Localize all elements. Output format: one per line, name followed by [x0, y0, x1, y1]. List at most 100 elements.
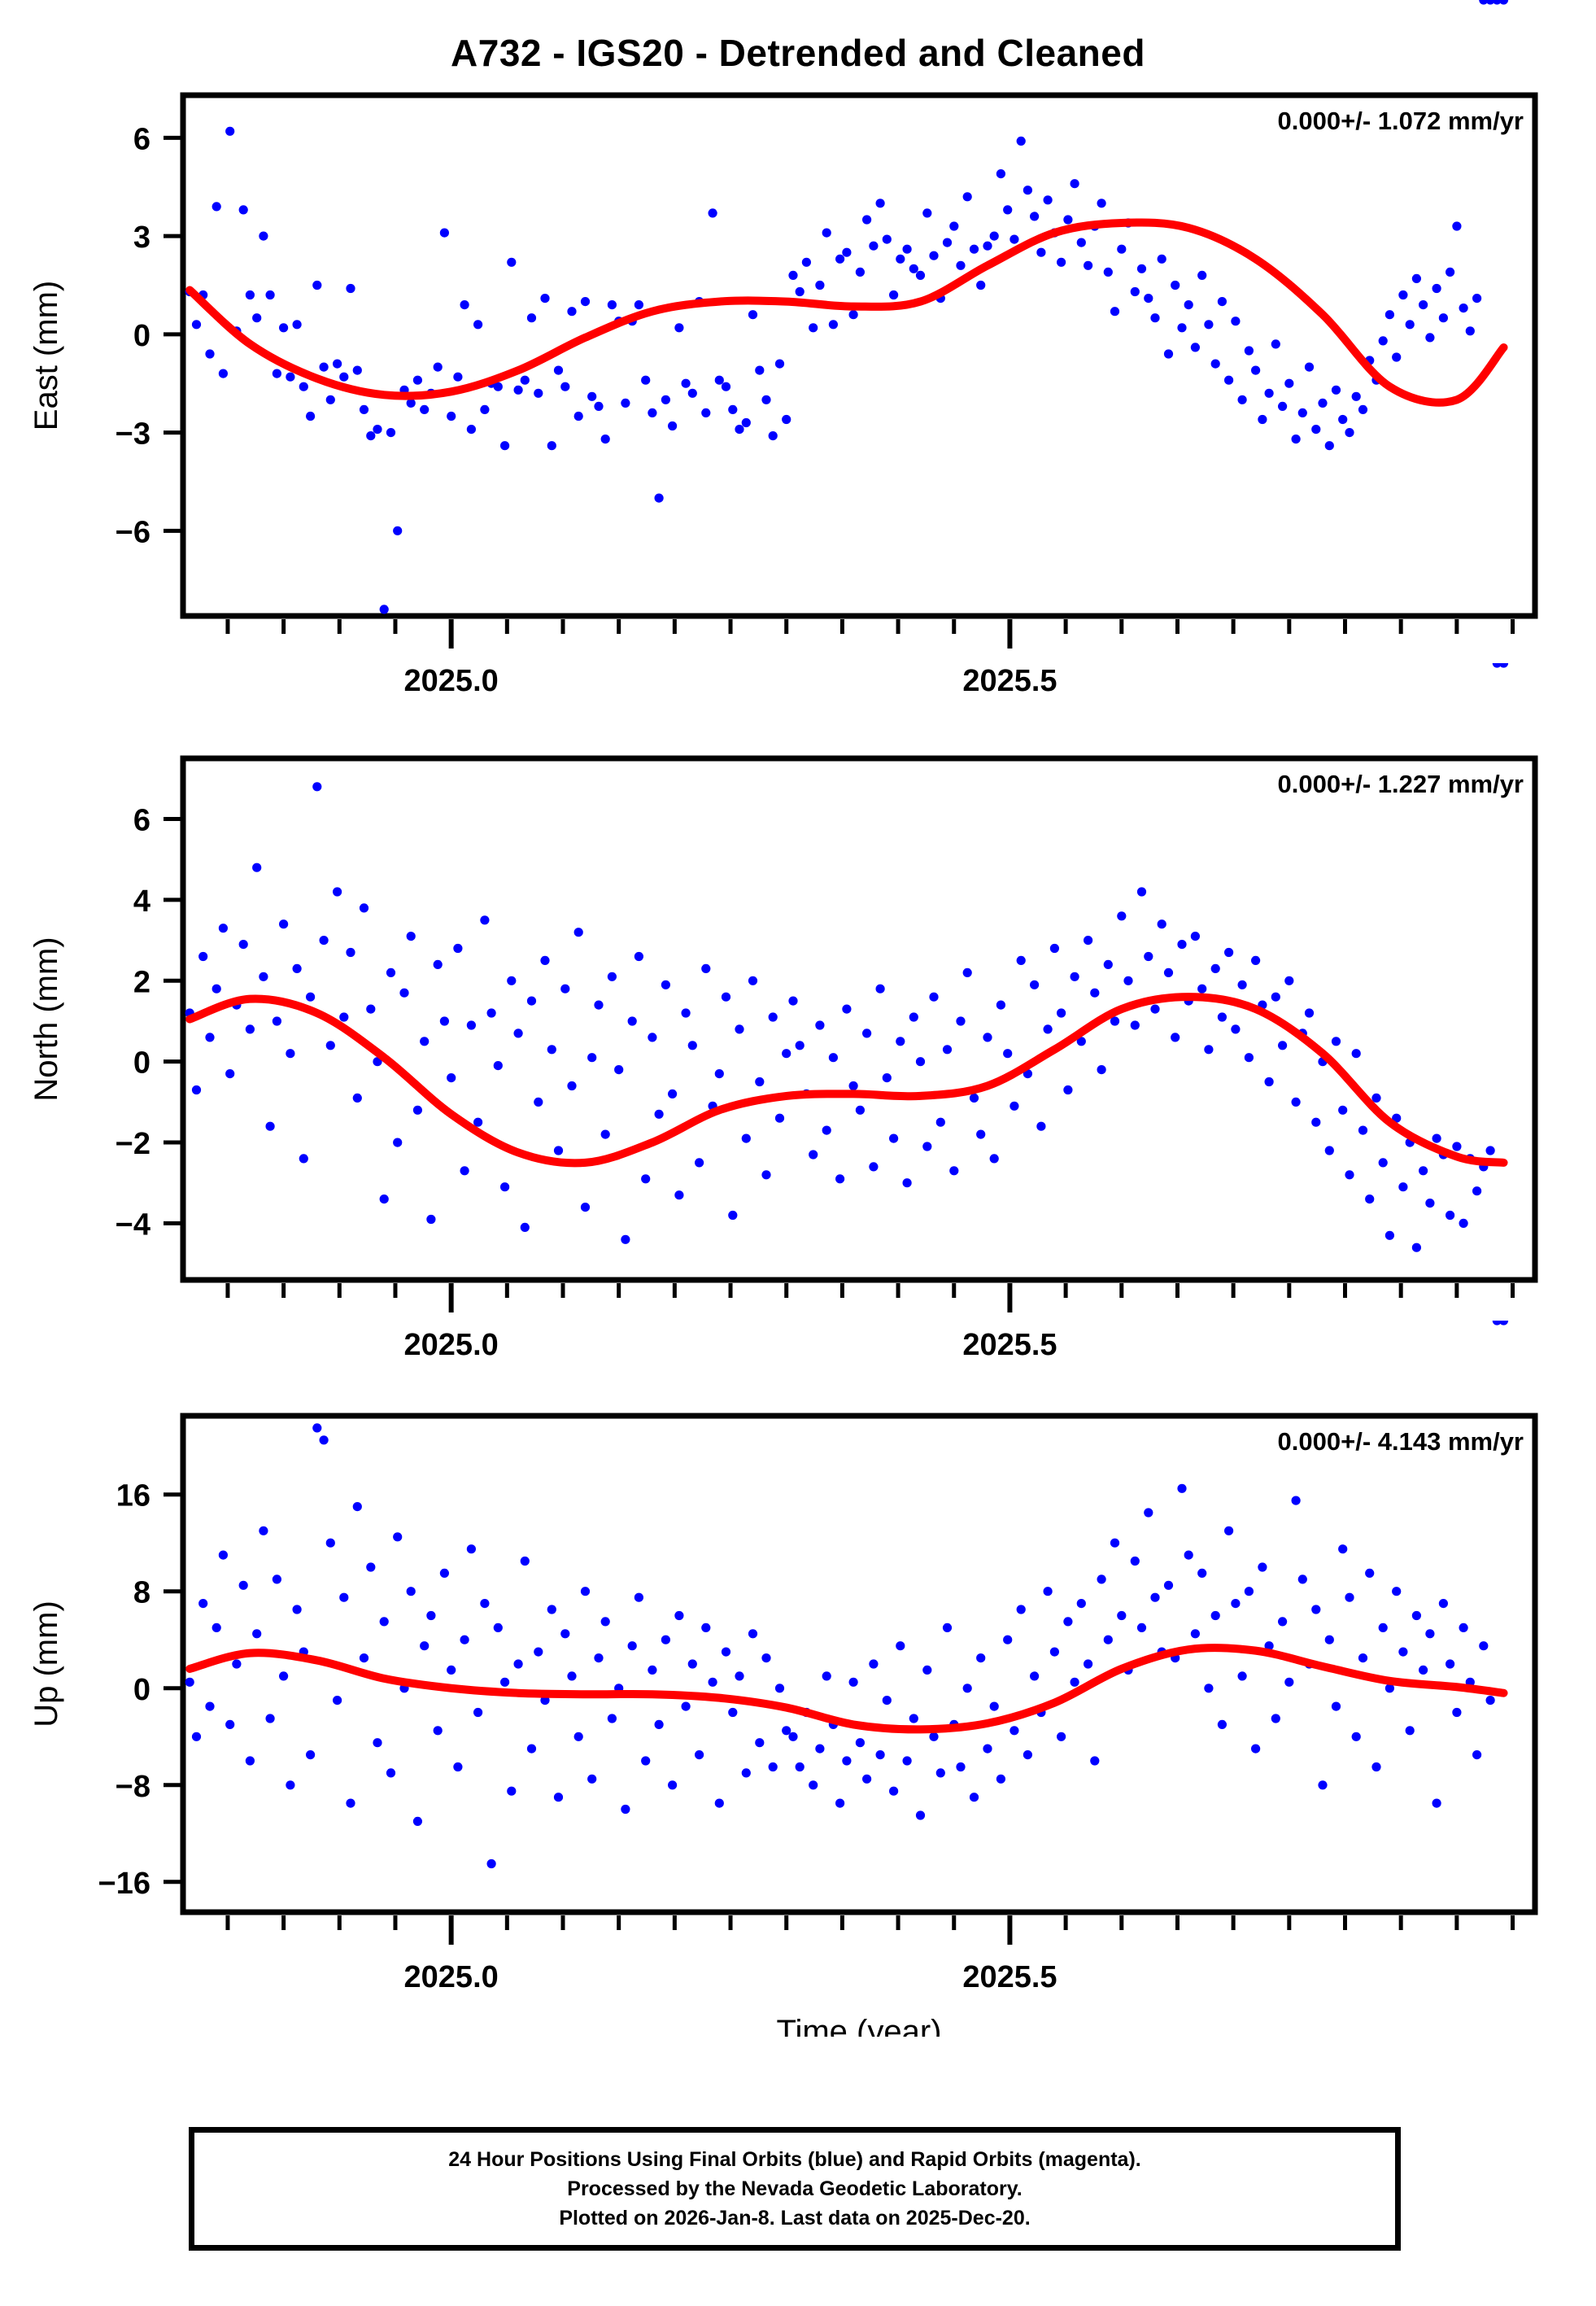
data-point	[1385, 1230, 1394, 1240]
data-point	[218, 1550, 228, 1560]
data-point	[573, 1732, 583, 1741]
data-point	[701, 1622, 711, 1632]
data-point	[379, 1617, 389, 1627]
data-point	[822, 228, 831, 238]
data-point	[1311, 1117, 1321, 1127]
data-point	[741, 1768, 751, 1778]
data-point	[1345, 1170, 1354, 1180]
caption-line-dates: Plotted on 2026-Jan-8. Last data on 2025…	[559, 2207, 1031, 2230]
data-point	[1090, 1756, 1100, 1766]
data-point	[989, 231, 999, 241]
data-point	[1498, 663, 1509, 668]
data-point	[1498, 1321, 1509, 1326]
data-point	[1237, 395, 1247, 404]
data-point	[319, 362, 329, 372]
data-point	[1405, 1726, 1415, 1736]
data-point	[869, 1162, 879, 1172]
data-point	[741, 417, 751, 428]
data-point	[540, 1696, 550, 1705]
data-point	[1224, 947, 1234, 958]
caption-line-processor: Processed by the Nevada Geodetic Laborat…	[567, 2177, 1023, 2200]
data-point	[1345, 428, 1354, 438]
data-point	[526, 1744, 537, 1754]
y-tick-label: 0	[133, 319, 150, 353]
data-point	[272, 1574, 281, 1584]
data-point	[211, 1622, 221, 1632]
data-point	[1324, 1635, 1334, 1644]
data-point	[486, 1858, 496, 1869]
data-point	[1271, 992, 1280, 1002]
data-point	[373, 425, 382, 435]
data-point	[627, 1016, 637, 1026]
data-point	[962, 967, 972, 977]
data-point	[1304, 1008, 1315, 1018]
caption-box: 24 Hour Positions Using Final Orbits (bl…	[189, 2127, 1401, 2251]
data-point	[1110, 307, 1120, 317]
data-point	[594, 1653, 604, 1663]
data-point	[480, 1599, 490, 1609]
data-point	[259, 1526, 268, 1535]
data-point	[915, 270, 926, 280]
data-point	[286, 372, 295, 382]
data-point	[600, 435, 610, 444]
data-point	[1177, 1483, 1187, 1493]
data-point	[325, 1041, 335, 1050]
data-point	[1070, 1677, 1079, 1687]
data-point	[386, 967, 396, 977]
data-point	[774, 359, 785, 369]
data-point	[1251, 1744, 1261, 1754]
data-point	[1157, 919, 1166, 929]
y-tick-label: 8	[133, 1576, 150, 1610]
data-point	[1171, 1033, 1180, 1042]
data-point	[265, 290, 275, 300]
data-point	[795, 1762, 805, 1772]
data-point	[1264, 1641, 1274, 1651]
data-point	[218, 924, 228, 933]
data-point	[553, 365, 564, 375]
data-point	[1043, 1024, 1053, 1034]
data-point	[333, 359, 342, 369]
data-point	[1043, 1587, 1053, 1596]
data-point	[922, 1665, 932, 1675]
data-point	[473, 1117, 483, 1127]
data-point	[949, 221, 959, 231]
data-point	[325, 395, 335, 404]
data-point	[695, 1158, 704, 1168]
data-point	[828, 320, 838, 330]
data-point	[1016, 136, 1026, 146]
data-point	[1446, 1210, 1455, 1221]
data-point	[211, 202, 221, 212]
x-axis-title: Time (year)	[777, 2014, 942, 2037]
data-point	[935, 1768, 945, 1778]
data-point	[252, 1629, 262, 1639]
x-tick-label: 2025.0	[404, 1328, 499, 1362]
data-point	[661, 1635, 671, 1644]
data-point	[1419, 1166, 1428, 1176]
data-point	[748, 976, 758, 985]
data-point	[835, 1174, 845, 1184]
data-point	[835, 1798, 845, 1808]
data-point	[567, 1081, 577, 1091]
data-point	[447, 411, 456, 421]
data-point	[393, 1138, 403, 1147]
data-point	[621, 1234, 630, 1244]
data-point	[774, 1684, 785, 1693]
data-point	[1351, 391, 1361, 401]
data-point	[1030, 980, 1040, 989]
data-point	[774, 1113, 785, 1123]
data-point	[996, 1774, 1005, 1784]
data-point	[788, 1732, 798, 1741]
data-point	[755, 365, 765, 375]
data-point	[1452, 1142, 1462, 1151]
data-point	[1338, 414, 1348, 425]
data-point	[755, 1738, 765, 1748]
data-point	[312, 1423, 322, 1433]
data-point	[339, 1592, 349, 1602]
data-point	[1244, 1587, 1254, 1596]
data-point	[238, 940, 248, 950]
data-point	[621, 398, 630, 408]
x-tick-label: 2025.0	[404, 1960, 499, 1994]
data-point	[306, 1750, 316, 1760]
data-point	[359, 404, 369, 414]
data-point	[1365, 1568, 1375, 1578]
